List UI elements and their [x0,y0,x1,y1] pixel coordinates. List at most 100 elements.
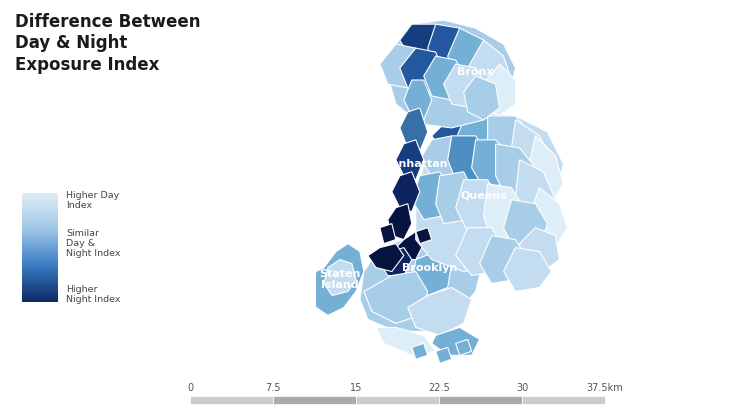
Bar [22,269,58,270]
Polygon shape [456,180,500,232]
Bar [22,245,58,246]
Polygon shape [495,144,536,200]
Bar [22,197,58,198]
Bar [22,258,58,259]
Polygon shape [447,28,495,84]
Bar [22,252,58,253]
Polygon shape [456,339,471,355]
Bar [22,285,58,286]
Bar [22,201,58,202]
Polygon shape [380,247,412,276]
Text: 15: 15 [350,383,362,393]
Bar [22,210,58,211]
Polygon shape [483,184,524,239]
Bar [22,248,58,249]
Bar [22,228,58,230]
Bar [22,264,58,265]
Bar [22,291,58,292]
Bar [22,234,58,235]
Bar [22,281,58,282]
Bar [22,271,58,272]
Text: Difference Between
Day & Night
Exposure Index: Difference Between Day & Night Exposure … [15,13,200,74]
Bar [22,260,58,261]
Bar [22,196,58,197]
Bar [22,297,58,298]
Polygon shape [436,172,476,223]
Bar [22,215,58,216]
Bar [22,195,58,196]
Polygon shape [432,120,476,156]
Bar [22,261,58,262]
Bar [22,282,58,283]
Bar [22,223,58,224]
Bar [22,293,58,294]
Polygon shape [400,108,428,152]
Bar [22,242,58,243]
Bar [356,396,439,404]
Text: Brooklyn: Brooklyn [402,262,457,273]
Polygon shape [412,252,452,295]
Bar [22,230,58,231]
Bar [22,202,58,203]
Bar [22,283,58,284]
Bar [22,256,58,257]
Bar [22,211,58,212]
Bar [22,236,58,237]
Bar [22,300,58,301]
Bar [22,209,58,210]
Bar [22,218,58,219]
Bar [22,217,58,218]
Text: 30: 30 [516,383,528,393]
Bar [22,231,58,232]
Polygon shape [447,136,488,180]
Bar [22,221,58,222]
Bar [22,219,58,220]
Polygon shape [396,232,424,260]
Bar [22,224,58,225]
Polygon shape [392,172,420,212]
Bar [22,279,58,280]
Polygon shape [408,287,471,335]
Bar [22,292,58,293]
Bar [22,238,58,239]
Bar [22,289,58,290]
Bar [22,214,58,215]
Bar [22,298,58,299]
Polygon shape [416,228,432,244]
Polygon shape [480,236,527,284]
Bar [22,284,58,285]
Bar [22,273,58,274]
Bar [22,204,58,205]
Bar [22,270,58,271]
Polygon shape [380,44,424,88]
Polygon shape [412,343,428,359]
Polygon shape [471,140,512,188]
Polygon shape [468,40,512,100]
Bar [22,206,58,207]
Bar [22,232,58,233]
Text: Similar
Day &
Night Index: Similar Day & Night Index [66,229,121,258]
Bar [22,226,58,227]
Polygon shape [396,140,424,180]
Bar [22,205,58,206]
Polygon shape [456,228,503,276]
Polygon shape [360,228,483,331]
Polygon shape [424,56,468,100]
Bar [522,396,605,404]
Bar [22,199,58,200]
Polygon shape [388,204,412,239]
Text: 37.5km: 37.5km [586,383,624,393]
Text: 22.5: 22.5 [428,383,450,393]
Bar [22,277,58,278]
Bar [22,246,58,247]
Bar [22,194,58,195]
Bar [22,220,58,221]
Text: Bronx: Bronx [457,67,494,77]
Bar [22,198,58,199]
Polygon shape [432,328,480,355]
Bar [22,254,58,255]
Bar [22,250,58,252]
Polygon shape [420,136,464,176]
Bar [22,237,58,238]
Bar [22,235,58,236]
